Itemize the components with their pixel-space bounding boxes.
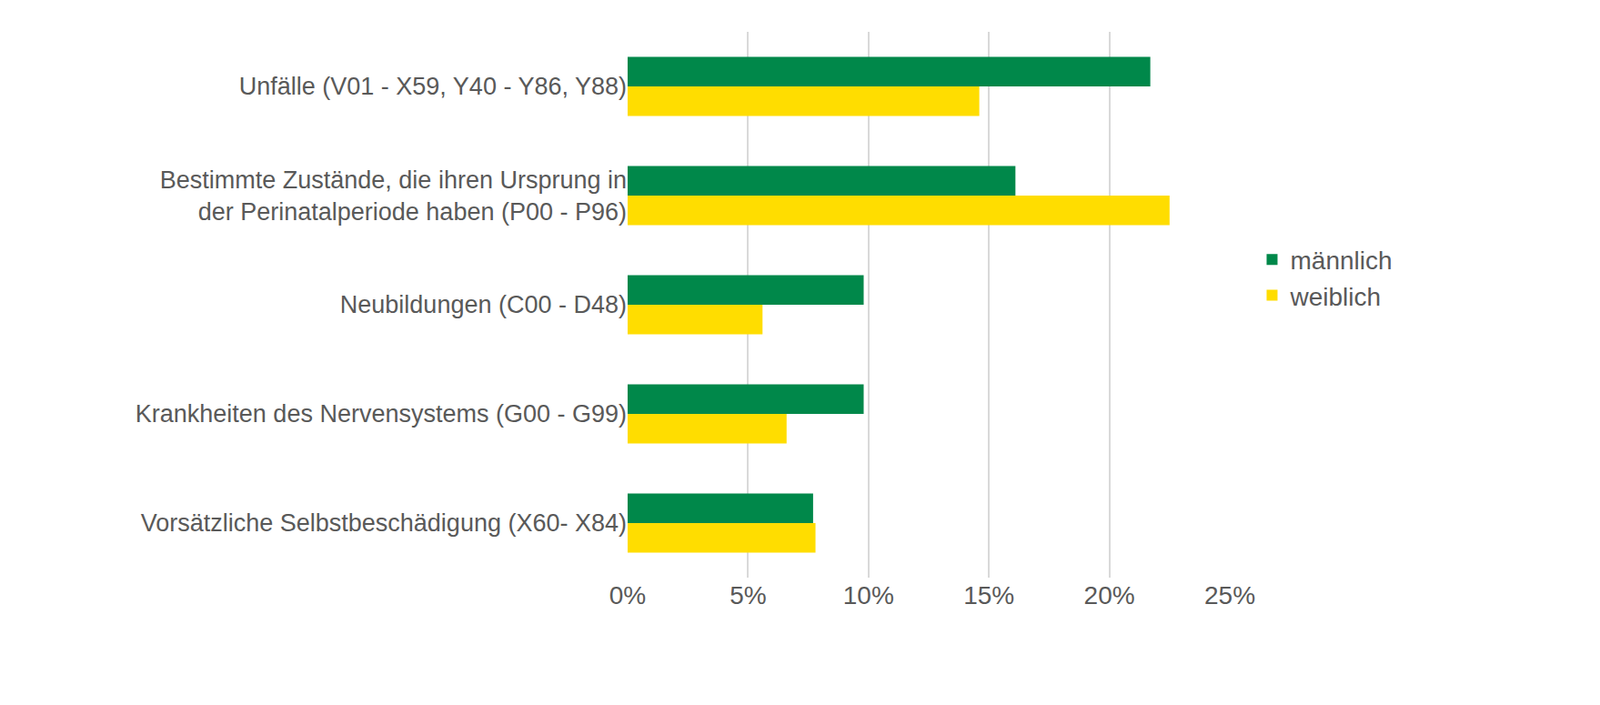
- svg-text:Neubildungen (C00 - D48): Neubildungen (C00 - D48): [340, 291, 627, 319]
- svg-text:Krankheiten des Nervensystems: Krankheiten des Nervensystems (G00 - G99…: [135, 400, 627, 428]
- svg-text:20%: 20%: [1084, 581, 1136, 610]
- svg-text:15%: 15%: [963, 581, 1015, 610]
- svg-text:Unfälle (V01 - X59, Y40 - Y86,: Unfälle (V01 - X59, Y40 - Y86, Y88): [239, 72, 627, 101]
- svg-text:0%: 0%: [609, 581, 646, 610]
- svg-text:Bestimmte Zustände, die ihren: Bestimmte Zustände, die ihren Ursprung i…: [160, 166, 627, 226]
- svg-text:5%: 5%: [729, 581, 766, 610]
- svg-text:weiblich: weiblich: [1288, 282, 1381, 312]
- svg-text:10%: 10%: [843, 581, 895, 610]
- svg-text:25%: 25%: [1204, 581, 1256, 610]
- svg-text:Vorsätzliche Selbstbeschädigun: Vorsätzliche Selbstbeschädigung (X60- X8…: [140, 509, 627, 537]
- svg-text:männlich: männlich: [1289, 246, 1392, 275]
